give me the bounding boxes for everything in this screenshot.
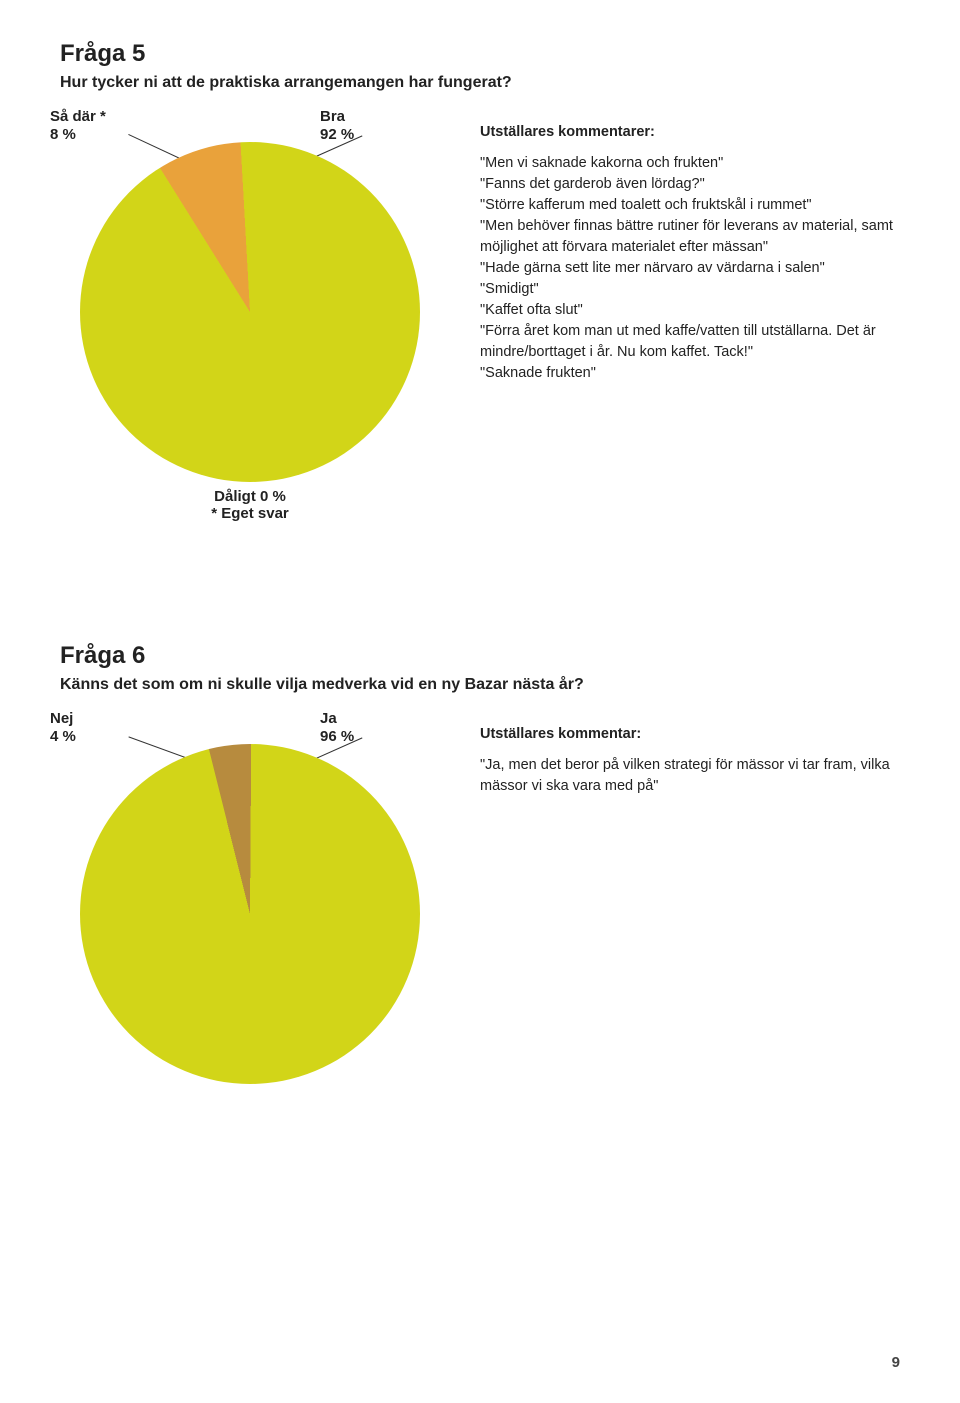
q5-comments-body: "Men vi saknade kakorna och frukten" "Fa… — [480, 153, 900, 384]
q6-label-nej: Nej 4 % — [50, 710, 76, 746]
q6-label-ja: Ja 96 % — [320, 710, 354, 746]
q6-comments: Utställares kommentar: "Ja, men det bero… — [480, 724, 900, 797]
q5-subtitle: Hur tycker ni att de praktiska arrangema… — [60, 74, 900, 92]
q5-label-bra: Bra 92 % — [320, 108, 354, 144]
q6-subtitle: Känns det som om ni skulle vilja medverk… — [60, 676, 900, 694]
q6-pie — [80, 744, 420, 1084]
q6-comments-heading: Utställares kommentar: — [480, 724, 900, 745]
q5-pie — [80, 142, 420, 482]
question-5: Fråga 5 Hur tycker ni att de praktiska a… — [60, 40, 900, 522]
question-6: Fråga 6 Känns det som om ni skulle vilja… — [60, 642, 900, 1084]
q5-chart: Så där * 8 % Bra 92 % Dåligt 0 % * Eget … — [60, 122, 440, 522]
q6-chart: Nej 4 % Ja 96 % — [60, 724, 440, 1084]
q5-comments-heading: Utställares kommentarer: — [480, 122, 900, 143]
q6-comments-body: "Ja, men det beror på vilken strategi fö… — [480, 755, 900, 797]
q6-title: Fråga 6 — [60, 642, 900, 670]
q5-label-sadar: Så där * 8 % — [50, 108, 106, 144]
q5-comments: Utställares kommentarer: "Men vi saknade… — [480, 122, 900, 384]
q5-below: Dåligt 0 % * Eget svar — [80, 488, 420, 522]
q5-title: Fråga 5 — [60, 40, 900, 68]
page-number: 9 — [892, 1354, 900, 1371]
